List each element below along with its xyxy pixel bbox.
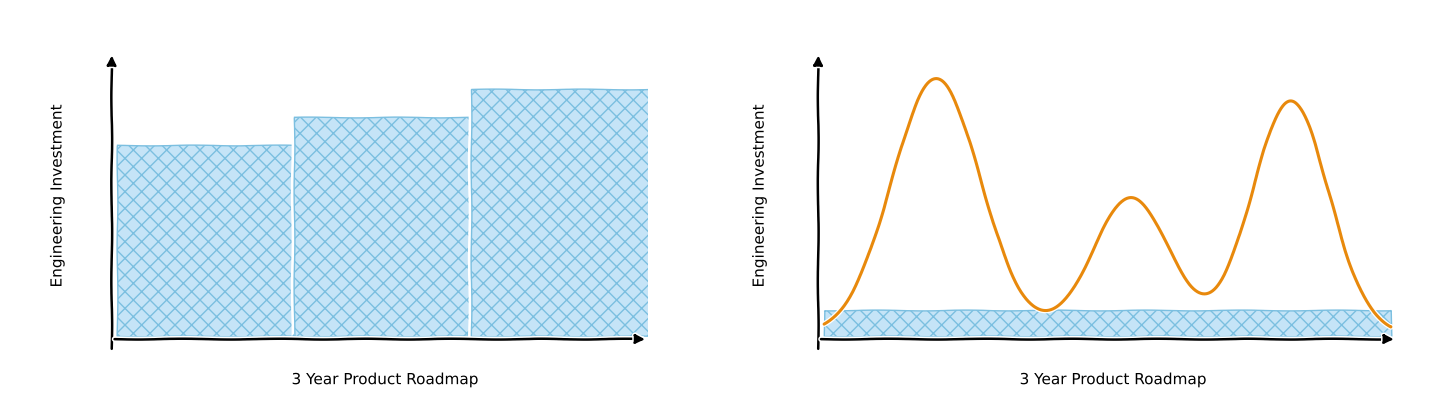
Text: Engineering Investment: Engineering Investment	[752, 105, 766, 288]
Text: 3 Year Product Roadmap: 3 Year Product Roadmap	[1020, 372, 1207, 387]
Bar	[471, 90, 683, 336]
Bar	[294, 118, 471, 336]
Bar	[824, 310, 1391, 336]
Text: 3 Year Product Roadmap: 3 Year Product Roadmap	[291, 372, 480, 387]
Text: Engineering Investment: Engineering Investment	[49, 105, 65, 288]
Bar	[117, 146, 294, 336]
